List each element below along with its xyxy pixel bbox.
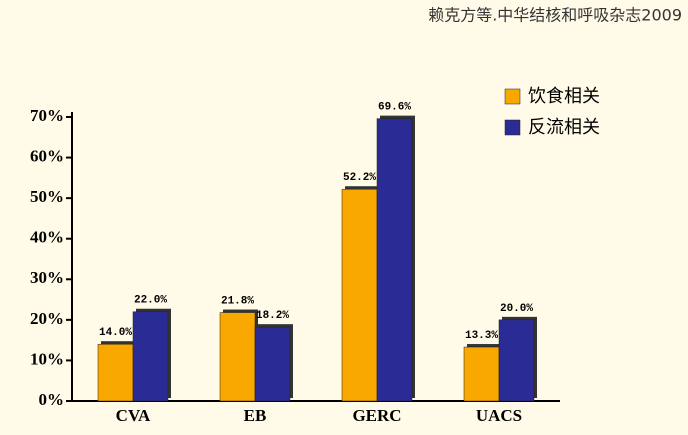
x-tick-label: CVA: [116, 406, 151, 425]
data-label: 21.8%: [221, 295, 254, 307]
bar: [97, 343, 134, 402]
y-tick-label: 20%: [30, 309, 64, 328]
y-tick-label: 40%: [30, 228, 64, 247]
y-tick-label: 0%: [39, 390, 65, 409]
bar: [376, 118, 413, 402]
y-tick-label: 10%: [30, 349, 64, 368]
data-label: 22.0%: [134, 295, 167, 307]
x-tick-label: UACS: [476, 406, 522, 425]
bar: [132, 311, 169, 402]
data-label: 20.0%: [500, 303, 533, 315]
legend-swatch: [504, 119, 521, 136]
bar: [498, 319, 535, 402]
data-label: 18.2%: [256, 310, 289, 322]
legend-swatch: [504, 88, 521, 105]
x-tick-label: EB: [244, 406, 267, 425]
legend-label: 反流相关: [528, 117, 600, 138]
bar: [463, 346, 500, 402]
source: 赖克方等.中华结核和呼吸杂志2009: [428, 6, 682, 25]
data-label: 14.0%: [99, 327, 132, 339]
x-tick-label: GERC: [352, 406, 401, 425]
y-tick-label: 60%: [30, 146, 64, 165]
data-label: 52.2%: [343, 172, 376, 184]
bar: [254, 326, 291, 402]
bar: [219, 312, 256, 402]
y-tick-label: 50%: [30, 187, 64, 206]
data-label: 13.3%: [465, 330, 498, 342]
data-label: 69.6%: [378, 102, 411, 114]
y-tick-label: 30%: [30, 268, 64, 287]
bar: [341, 188, 378, 402]
y-tick-label: 70%: [30, 106, 64, 125]
legend-label: 饮食相关: [528, 86, 600, 107]
